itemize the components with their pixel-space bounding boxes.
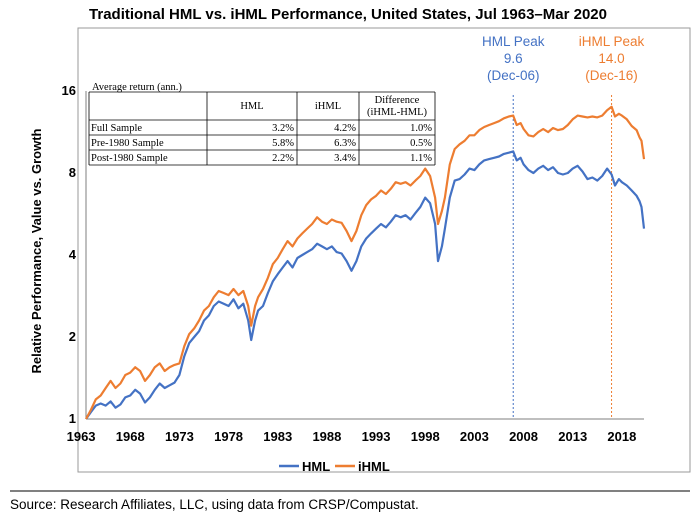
average-return-table: Average return (ann.) HML iHML Difference(i… [88, 82, 436, 166]
table-cell: 1.0% [410, 123, 432, 134]
y-tick-label: 1 [69, 411, 76, 426]
table-cell: 4.2% [334, 123, 356, 134]
peak-annotation-label: (Dec-06) [487, 68, 540, 83]
table-row-label: Pre-1980 Sample [91, 138, 164, 149]
y-tick-labels: 1 2 4 8 16 [62, 83, 77, 426]
peak-annotation-label: (Dec-16) [585, 68, 638, 83]
y-tick-label: 2 [69, 329, 76, 344]
table-cell: 5.8% [272, 138, 294, 149]
x-tick-label: 1983 [263, 429, 292, 444]
x-tick-label: 1993 [362, 429, 391, 444]
chart-title: Traditional HML vs. iHML Performance, Un… [89, 6, 607, 23]
x-tick-label: 1968 [116, 429, 145, 444]
series-lines [85, 105, 646, 420]
peak-annotation-label: 14.0 [598, 51, 624, 66]
table-column-header: iHML [315, 101, 341, 112]
y-tick-label: 8 [69, 165, 76, 180]
table-row-label: Post-1980 Sample [91, 153, 168, 164]
table-cell: 3.2% [272, 123, 294, 134]
table-column-header: (iHML-HML) [367, 107, 428, 118]
table-cell: 3.4% [334, 153, 356, 164]
x-tick-label: 1963 [67, 429, 96, 444]
series-line-hml [85, 150, 646, 420]
legend-label: iHML [358, 459, 390, 474]
x-tick-label: 2018 [607, 429, 636, 444]
table-cell: 0.5% [410, 138, 432, 149]
table-caption: Average return (ann.) [92, 82, 182, 93]
table-cell: 1.1% [410, 153, 432, 164]
chart-outer-border [77, 27, 691, 473]
x-tick-label: 1973 [165, 429, 194, 444]
table-column-header: HML [240, 101, 263, 112]
x-tick-label: 1988 [312, 429, 341, 444]
table-cell: 6.3% [334, 138, 356, 149]
table-row-label: Full Sample [91, 123, 142, 134]
x-tick-label: 2013 [558, 429, 587, 444]
chart-legend: HML iHML [279, 459, 390, 474]
x-tick-label: 2008 [509, 429, 538, 444]
series-line-ihml [85, 105, 646, 420]
x-tick-labels: 1963 1968 1973 1978 1983 1988 1993 1998 2003 2008… [67, 429, 637, 444]
x-tick-label: 1978 [214, 429, 243, 444]
peak-annotation-label: HML Peak [482, 34, 545, 49]
x-tick-label: 1998 [411, 429, 440, 444]
y-tick-label: 4 [69, 247, 77, 262]
legend-label: HML [302, 459, 330, 474]
peak-annotation-label: iHML Peak [579, 34, 645, 49]
peak-annotation-label: 9.6 [504, 51, 523, 66]
peak-annotations: HML Peak 9.6 (Dec-06) iHML Peak 14.0 (Dec-16) [482, 34, 645, 419]
table-background [89, 82, 435, 165]
y-axis-label: Relative Performance, Value vs. Growth [29, 128, 44, 373]
y-tick-label: 16 [62, 83, 76, 98]
source-note: Source: Research Affiliates, LLC, using … [10, 497, 419, 512]
table-column-header: Difference [375, 95, 420, 106]
x-tick-label: 2003 [460, 429, 489, 444]
table-cell: 2.2% [272, 153, 294, 164]
